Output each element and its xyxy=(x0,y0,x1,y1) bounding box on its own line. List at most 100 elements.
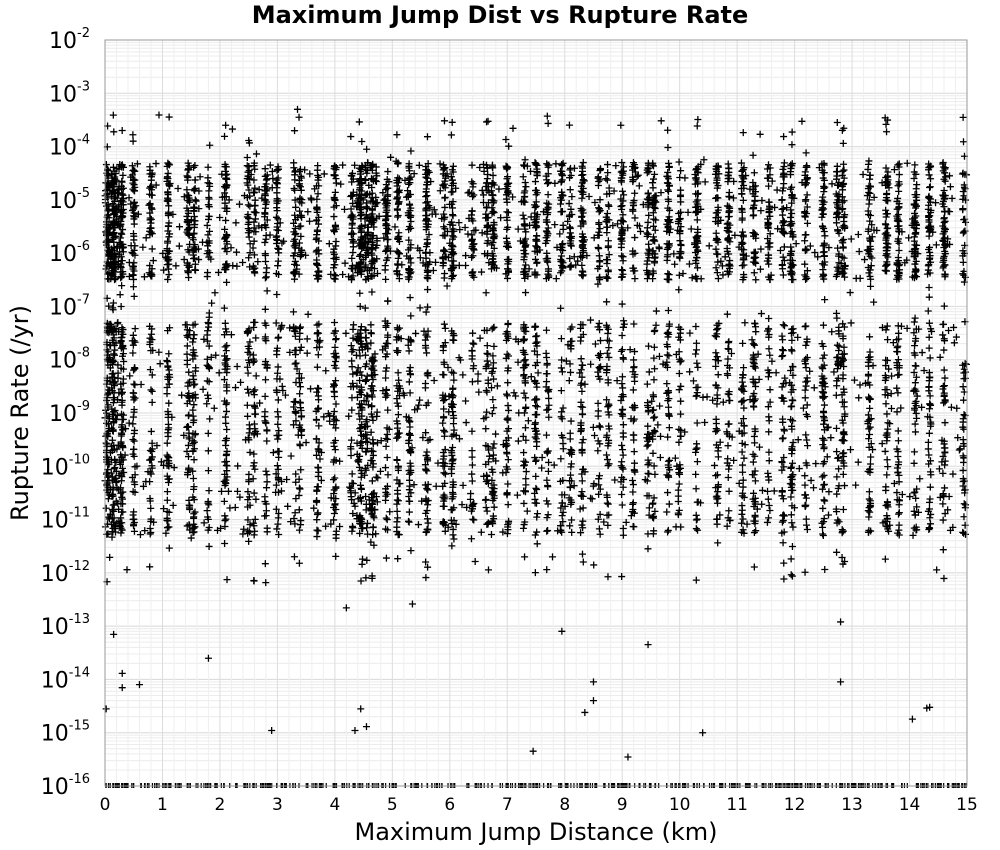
data-point xyxy=(384,471,392,479)
data-point xyxy=(129,265,137,273)
data-point xyxy=(262,376,270,384)
data-point xyxy=(185,453,193,461)
data-point xyxy=(272,470,280,478)
data-point xyxy=(617,121,625,129)
data-point xyxy=(221,160,229,168)
data-point xyxy=(146,495,154,503)
data-point xyxy=(674,511,682,519)
data-point xyxy=(130,515,138,523)
data-point xyxy=(356,168,364,176)
data-point xyxy=(290,403,298,411)
data-point xyxy=(566,435,574,443)
data-point xyxy=(222,479,230,487)
data-point xyxy=(292,359,300,367)
data-point xyxy=(129,137,137,145)
data-point xyxy=(332,349,340,357)
data-point xyxy=(131,183,139,191)
data-point xyxy=(596,258,604,266)
data-point xyxy=(291,509,299,517)
data-point xyxy=(820,271,828,279)
data-point xyxy=(349,370,357,378)
data-point xyxy=(313,166,321,174)
data-point xyxy=(223,383,231,391)
data-point xyxy=(221,361,229,369)
data-point xyxy=(221,189,229,197)
data-point xyxy=(118,257,126,265)
data-point xyxy=(675,438,683,446)
data-point xyxy=(749,340,757,348)
data-point xyxy=(263,484,271,492)
data-point xyxy=(331,261,339,269)
data-point xyxy=(502,135,510,143)
data-point xyxy=(164,211,172,219)
data-point xyxy=(272,386,280,394)
data-point xyxy=(677,241,685,249)
data-point xyxy=(675,480,683,488)
data-point xyxy=(384,406,392,414)
data-point xyxy=(295,113,303,121)
data-point xyxy=(313,435,321,443)
data-point xyxy=(296,168,304,176)
data-point xyxy=(778,383,786,391)
data-point xyxy=(382,367,390,375)
data-point xyxy=(618,441,626,449)
data-point xyxy=(424,519,432,527)
data-point xyxy=(840,197,848,205)
data-point xyxy=(250,459,258,467)
data-point xyxy=(788,402,796,410)
data-point xyxy=(579,171,587,179)
data-point xyxy=(440,274,448,282)
data-point xyxy=(357,577,365,585)
data-point xyxy=(803,191,811,199)
data-point xyxy=(274,363,282,371)
data-point xyxy=(693,359,701,367)
data-point xyxy=(468,253,476,261)
data-point xyxy=(519,524,527,532)
data-point xyxy=(738,167,746,175)
data-point xyxy=(739,228,747,236)
data-point xyxy=(315,468,323,476)
data-point xyxy=(356,302,364,310)
data-point xyxy=(819,532,827,540)
data-point xyxy=(245,325,253,333)
data-point xyxy=(313,526,321,534)
data-point xyxy=(631,234,639,242)
data-point xyxy=(164,517,172,525)
data-point xyxy=(129,349,137,357)
data-point xyxy=(503,350,511,358)
data-point xyxy=(349,509,357,517)
data-point xyxy=(206,141,214,149)
data-point xyxy=(779,347,787,355)
data-point xyxy=(163,439,171,447)
data-point xyxy=(566,483,574,491)
data-point xyxy=(405,508,413,516)
data-point xyxy=(292,409,300,417)
data-point xyxy=(802,382,810,390)
data-point xyxy=(361,304,369,312)
data-point xyxy=(382,514,390,522)
data-point xyxy=(895,171,903,179)
data-point xyxy=(883,322,891,330)
data-point xyxy=(833,548,841,556)
data-point xyxy=(694,116,702,124)
data-point xyxy=(274,197,282,205)
data-point xyxy=(111,407,119,415)
data-point xyxy=(441,324,449,332)
data-point xyxy=(272,236,280,244)
data-point xyxy=(664,126,672,134)
data-point xyxy=(262,419,270,427)
data-point xyxy=(881,447,889,455)
data-point xyxy=(484,376,492,384)
data-point xyxy=(206,249,214,257)
data-point xyxy=(676,237,684,245)
data-point xyxy=(191,176,199,184)
data-point xyxy=(664,143,672,151)
data-point xyxy=(295,506,303,514)
data-point xyxy=(246,350,254,358)
data-point xyxy=(263,185,271,193)
data-point xyxy=(348,357,356,365)
data-point xyxy=(245,345,253,353)
data-point xyxy=(146,456,154,464)
data-point xyxy=(315,396,323,404)
